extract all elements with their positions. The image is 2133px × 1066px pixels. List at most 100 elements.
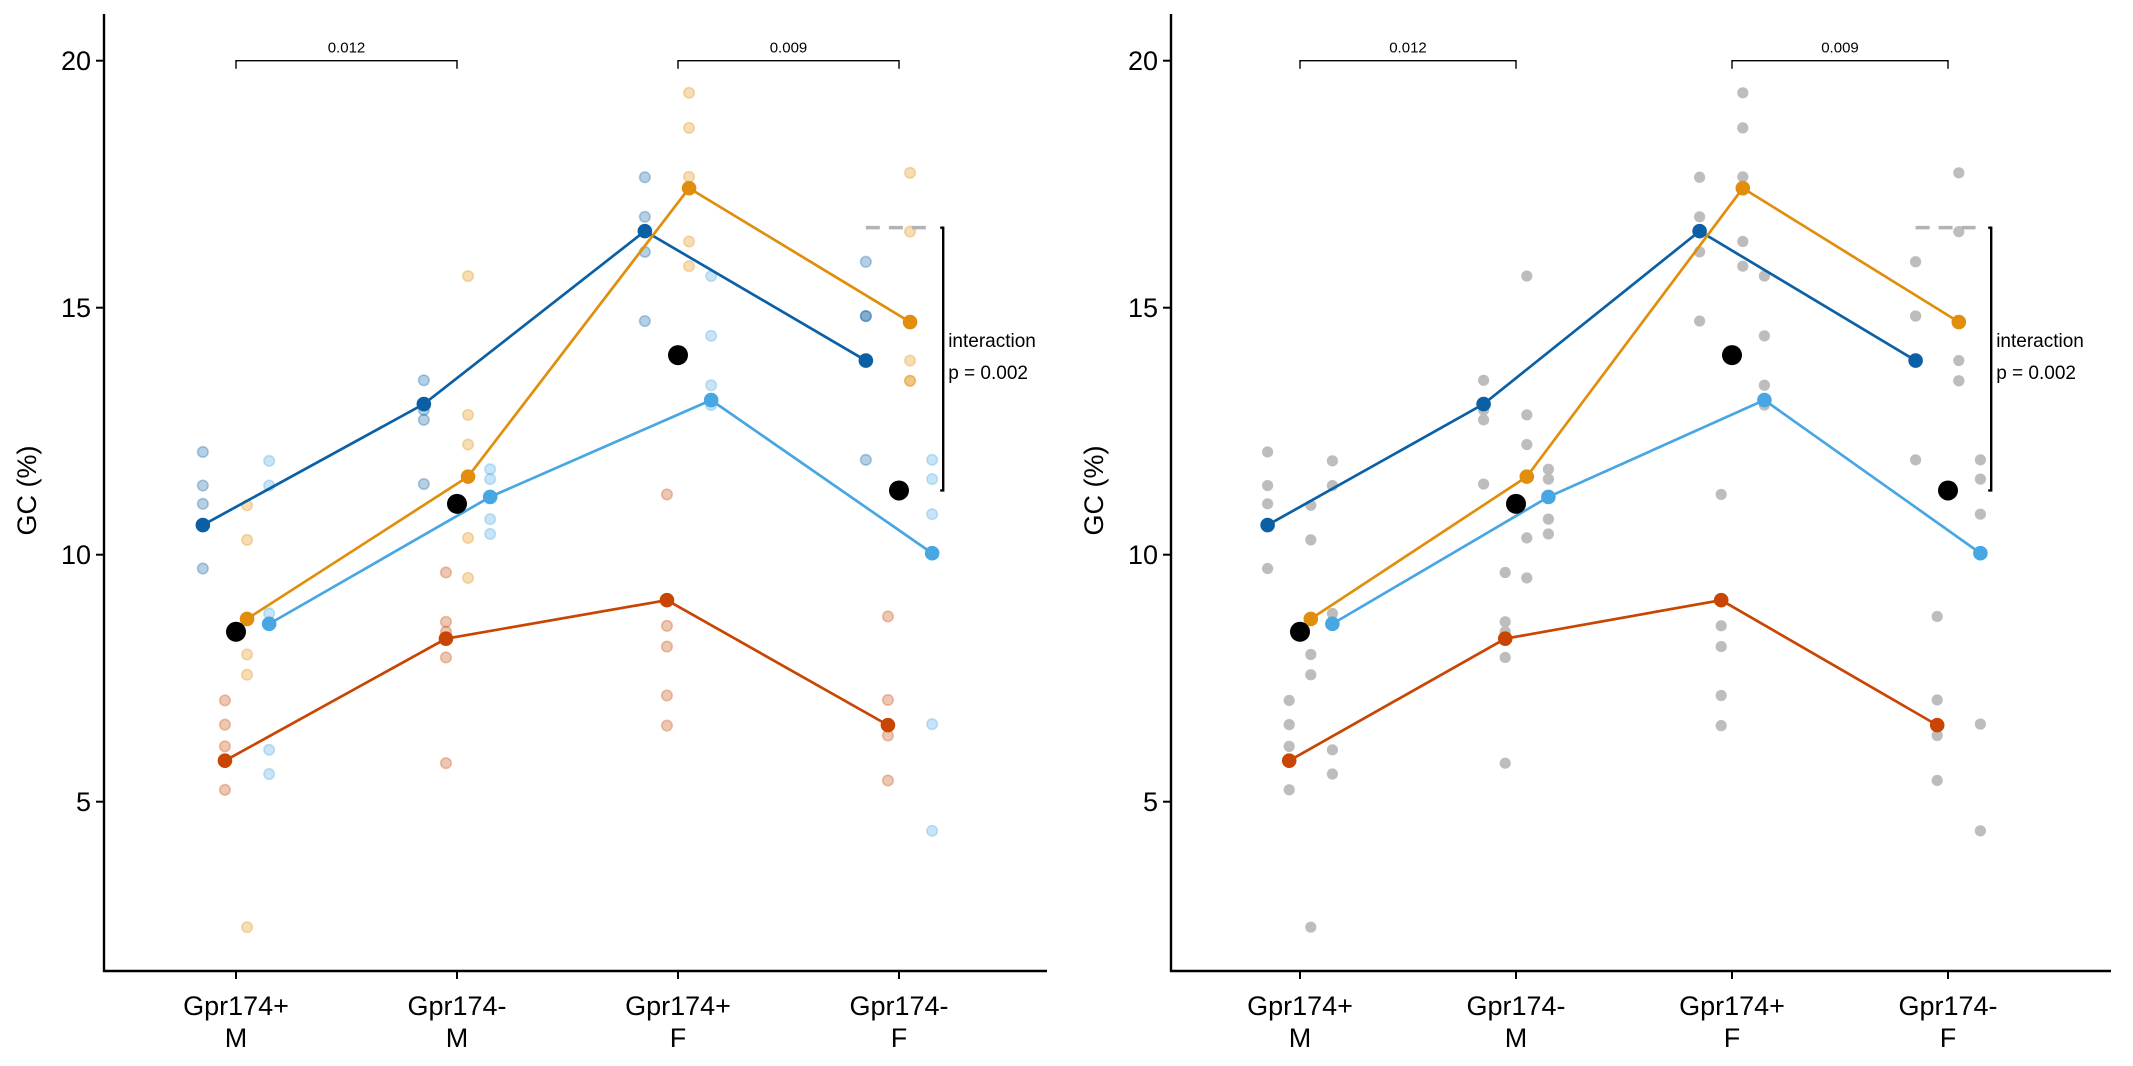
data-point	[439, 566, 453, 579]
series-line	[224, 598, 889, 762]
data-point	[461, 408, 475, 421]
data-point	[1262, 446, 1274, 458]
data-point	[1953, 167, 1965, 179]
data-point	[1737, 122, 1749, 134]
data-point	[1931, 610, 1943, 623]
interaction-p-value: p = 0.002	[948, 363, 1028, 384]
data-point	[1931, 729, 1943, 742]
x-tick-label: Gpr174-M	[1466, 991, 1565, 1053]
data-point	[1521, 438, 1533, 451]
series-mean-point	[681, 180, 697, 196]
series-mean-point	[416, 396, 432, 412]
data-point	[859, 309, 872, 323]
data-point	[926, 718, 939, 731]
x-tick-label-line: Gpr174-	[849, 991, 948, 1021]
interaction-bracket	[940, 226, 945, 492]
data-point	[196, 445, 209, 459]
y-tick-label: 5	[76, 787, 91, 817]
data-point	[1910, 256, 1922, 268]
x-tick-label-line: Gpr174+	[1247, 991, 1353, 1021]
y-tick-label: 15	[61, 293, 91, 323]
data-point	[1478, 478, 1490, 490]
series-mean-point	[1303, 611, 1319, 627]
y-tick-label: 5	[1143, 787, 1158, 817]
data-point	[903, 166, 917, 179]
interaction-label: interaction	[948, 331, 1036, 352]
data-point	[461, 438, 475, 451]
x-tick-label: Gpr174-F	[849, 991, 948, 1053]
overall-mean-point	[1506, 493, 1526, 514]
interaction-p-value: p = 0.002	[1996, 363, 2076, 384]
data-point	[1737, 87, 1749, 99]
x-tick-label-line: M	[225, 1023, 248, 1053]
data-point	[1737, 235, 1749, 248]
x-tick-label-line: M	[446, 1023, 469, 1053]
overall-mean-point	[1290, 621, 1310, 642]
data-point	[1542, 513, 1554, 525]
data-point	[660, 719, 674, 732]
data-point	[638, 314, 651, 328]
data-point	[484, 513, 497, 526]
data-point	[218, 694, 232, 707]
data-point	[1521, 532, 1533, 544]
x-tick-label-line: M	[1505, 1023, 1528, 1053]
interaction-bracket	[1988, 226, 1993, 492]
y-tick-label: 10	[61, 540, 91, 570]
data-point	[1499, 757, 1511, 769]
overall-mean-point	[889, 480, 909, 501]
series-mean-point	[1476, 396, 1491, 412]
data-point	[1694, 171, 1706, 183]
data-point	[1758, 379, 1770, 391]
data-point	[1953, 375, 1965, 387]
series-mean-point	[880, 717, 896, 733]
data-point	[1974, 508, 1986, 520]
comparison-label: 0.012	[1389, 40, 1427, 57]
data-point	[1262, 479, 1274, 492]
data-point	[1715, 689, 1727, 702]
data-point	[660, 619, 674, 632]
data-point	[682, 260, 696, 273]
x-tick-label-line: F	[670, 1023, 687, 1053]
x-tick-label-line: F	[891, 1023, 908, 1053]
series-line	[1310, 186, 1960, 621]
data-point	[218, 718, 232, 731]
data-point	[240, 668, 254, 681]
series-mean-point	[659, 592, 675, 608]
data-point	[660, 689, 674, 702]
series-mean-point	[1929, 717, 1945, 733]
x-tick-label: Gpr174+ M	[1247, 991, 1353, 1053]
data-point	[1326, 455, 1338, 467]
comparison-label: 0.009	[1821, 40, 1859, 57]
x-tick-label-line: Gpr174+	[625, 991, 731, 1021]
data-point	[1521, 270, 1533, 282]
data-point	[1521, 409, 1533, 421]
series-mean-point	[460, 469, 476, 484]
y-tick-label: 15	[1128, 293, 1158, 323]
x-tick-label: Gpr174+ F	[625, 991, 731, 1053]
x-tick-label-line: F	[1940, 1023, 1957, 1053]
series-line	[1331, 398, 1982, 626]
data-point	[1521, 572, 1533, 584]
data-point	[638, 171, 651, 184]
series-mean-point	[261, 616, 277, 632]
overall-mean-point	[447, 493, 467, 514]
y-tick-label: 10	[1128, 540, 1158, 570]
comparison-bracket	[677, 60, 900, 69]
series-line	[1288, 598, 1938, 762]
series-mean-point	[1713, 592, 1729, 608]
series-mean-point	[1692, 223, 1707, 239]
data-point	[1542, 463, 1554, 475]
data-point	[417, 374, 430, 387]
data-point	[263, 767, 276, 781]
data-point	[218, 740, 232, 753]
x-tick-label-line: Gpr174-	[1898, 991, 1997, 1021]
data-point	[439, 615, 453, 628]
data-point	[1694, 315, 1706, 327]
data-point	[1758, 330, 1770, 342]
data-point	[881, 693, 895, 707]
data-point	[240, 533, 254, 546]
data-point	[926, 824, 939, 837]
series-mean-point	[1325, 616, 1340, 632]
